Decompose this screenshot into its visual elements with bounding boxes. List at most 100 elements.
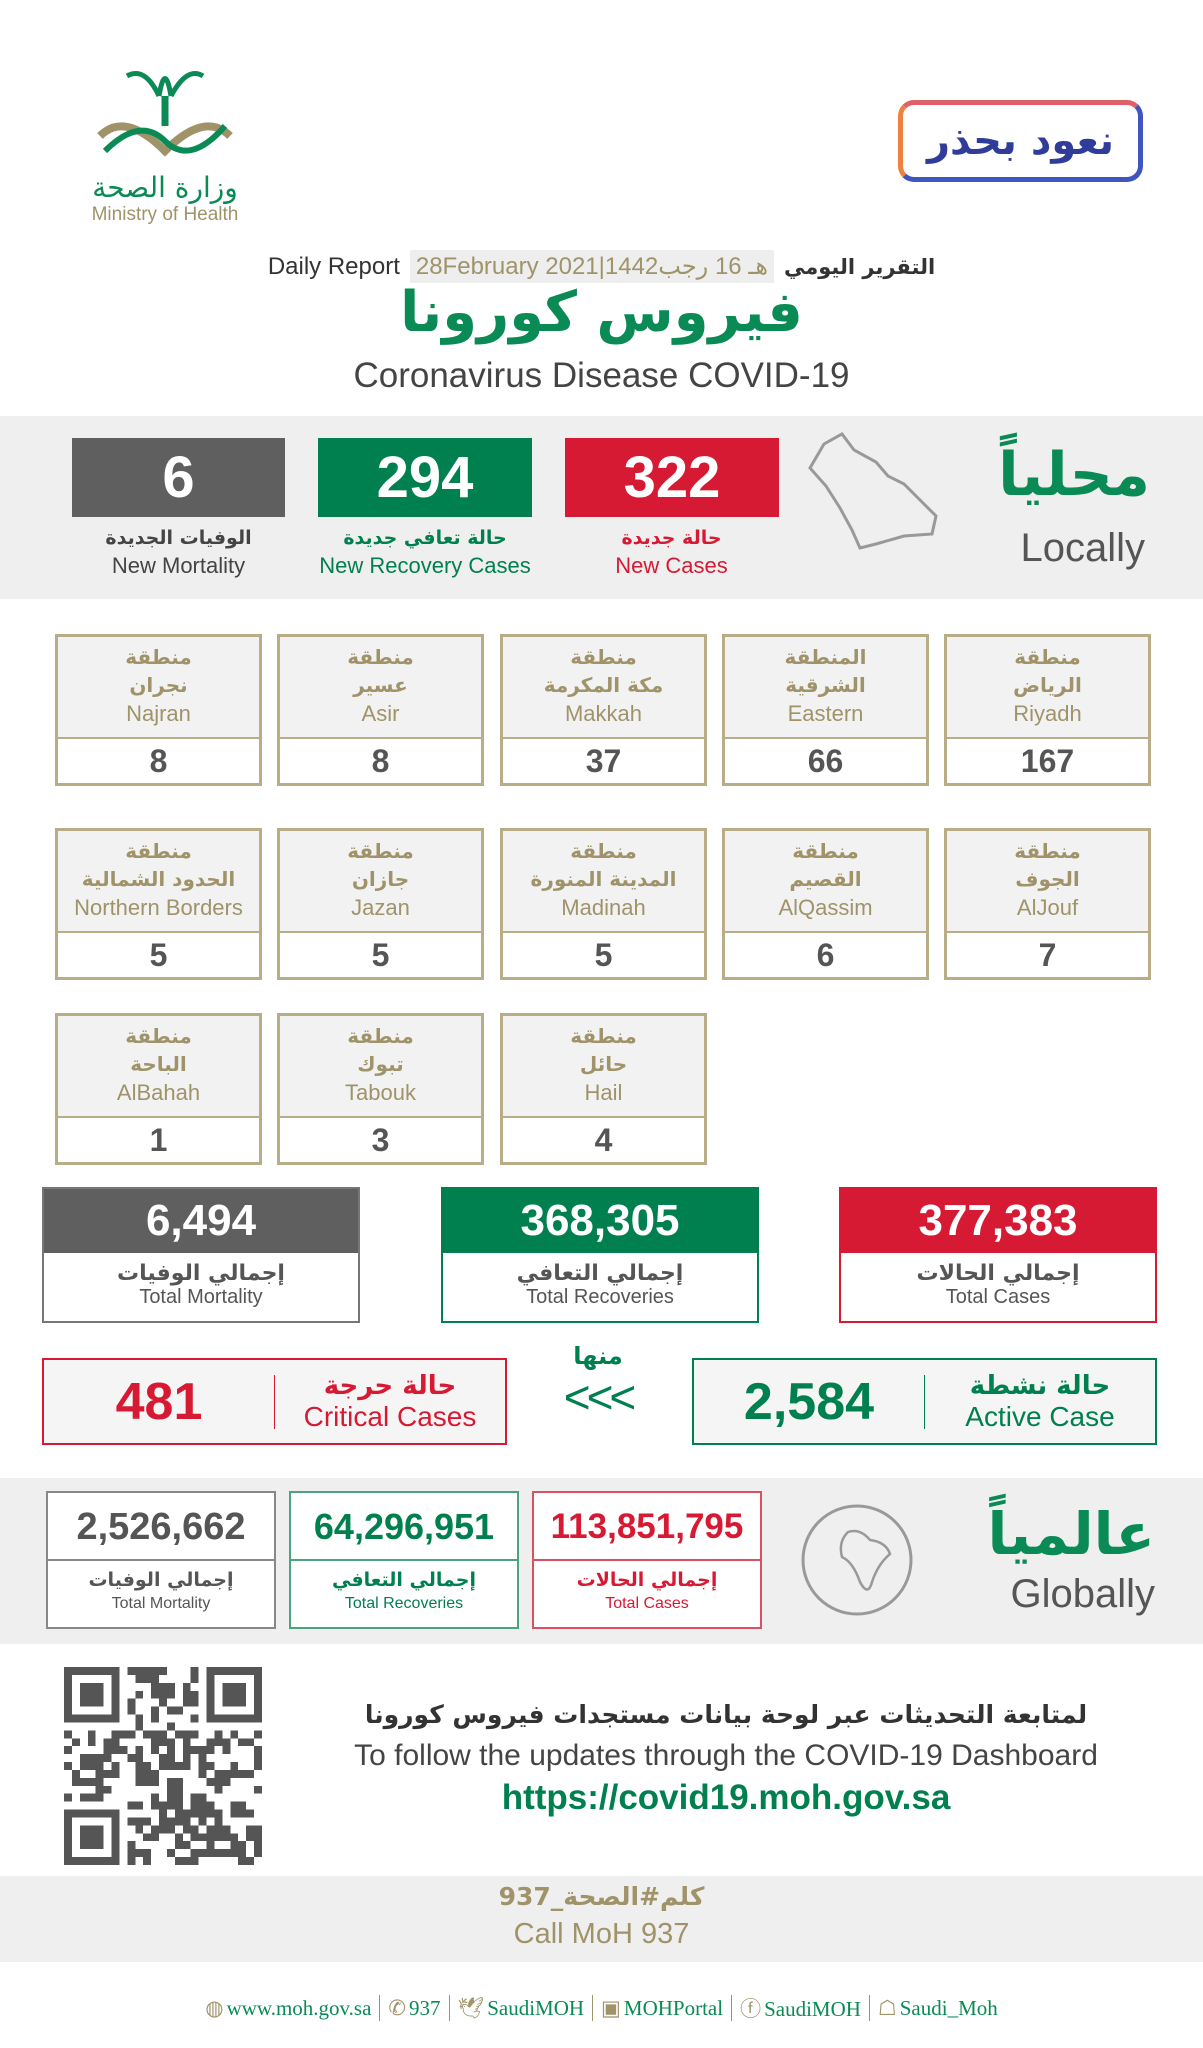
- call-band: [0, 1876, 1203, 1962]
- region-prefix: المنطقة: [784, 645, 867, 669]
- region-card-makkah: منطقة مكة المكرمة Makkah 37: [500, 634, 707, 786]
- new-mortality-value: 6: [72, 438, 285, 517]
- total-cases-card: 377,383 إجمالي الحالات Total Cases: [839, 1187, 1157, 1323]
- region-name-en: Eastern: [787, 701, 864, 726]
- label-ar: إجمالي التعافي: [516, 1261, 684, 1286]
- region-value: 167: [947, 739, 1148, 783]
- region-value: 8: [280, 739, 481, 783]
- label-ar: حالة جديدة: [621, 527, 722, 549]
- new-cases-value: 322: [565, 438, 779, 517]
- global-recoveries-value: 64,296,951: [291, 1493, 517, 1561]
- footer-link-globe[interactable]: ◍ www.moh.gov.sa: [205, 1996, 371, 2021]
- footer-link-label: SaudiMOH: [764, 1997, 861, 2021]
- qr-code[interactable]: [63, 1667, 263, 1865]
- region-name-en: Tabouk: [345, 1080, 416, 1105]
- region-card-riyadh: منطقة الرياض Riyadh 167: [944, 634, 1151, 786]
- region-value: 6: [725, 933, 926, 977]
- footer-divider: [379, 1995, 381, 2021]
- footer-divider: [592, 1995, 594, 2021]
- phone-icon: ✆: [388, 1995, 407, 2020]
- footer-link-label: MOHPortal: [623, 1995, 724, 2020]
- region-value: 5: [503, 933, 704, 977]
- region-card-tabouk: منطقة تبوك Tabouk 3: [277, 1013, 484, 1165]
- label-ar: إجمالي الحالات: [916, 1261, 1080, 1286]
- region-name-ar: عسير: [353, 673, 408, 697]
- page-title-ar: فيروس كورونا: [400, 280, 803, 345]
- label-en: New Mortality: [111, 553, 246, 578]
- label-ar: حالة حرجة: [323, 1370, 457, 1401]
- total-mortality-value: 6,494: [44, 1189, 358, 1253]
- region-value: 4: [503, 1118, 704, 1162]
- region-value: 5: [58, 933, 259, 977]
- region-prefix: منطقة: [570, 1024, 637, 1048]
- region-prefix: منطقة: [347, 1024, 414, 1048]
- region-prefix: منطقة: [125, 645, 192, 669]
- footer-link-youtube[interactable]: ▣ MOHPortal: [601, 1996, 723, 2021]
- region-card-albahah: منطقة الباحة AlBahah 1: [55, 1013, 262, 1165]
- region-card-jazan: منطقة جازان Jazan 5: [277, 828, 484, 980]
- new-recovery-label: حالة تعافي جديدة New Recovery Cases: [295, 524, 555, 580]
- region-name-ar: القصيم: [789, 867, 862, 891]
- region-value: 5: [280, 933, 481, 977]
- region-name-en: AlJouf: [1016, 895, 1079, 920]
- label-ar: إجمالي الوفيات: [88, 1569, 234, 1591]
- region-prefix: منطقة: [570, 645, 637, 669]
- region-card-northern-borders: منطقة الحدود الشمالية Northern Borders 5: [55, 828, 262, 980]
- twitter-icon: 🕊: [457, 1995, 485, 2020]
- footer-link-twitter[interactable]: 🕊 SaudiMOH: [458, 1996, 585, 2021]
- globe-icon: [801, 1504, 913, 1616]
- region-name-en: Asir: [361, 701, 400, 726]
- total-recoveries-card: 368,305 إجمالي التعافي Total Recoveries: [441, 1187, 759, 1323]
- region-value: 8: [58, 739, 259, 783]
- region-card-aljouf: منطقة الجوف AlJouf 7: [944, 828, 1151, 980]
- global-cases-value: 113,851,795: [534, 1493, 760, 1561]
- region-name-ar: جازان: [351, 867, 410, 891]
- region-name-ar: الرياض: [1013, 673, 1082, 697]
- region-name-en: Hail: [584, 1080, 623, 1105]
- global-mortality-value: 2,526,662: [48, 1493, 274, 1561]
- call-text: Call MoH 937: [513, 1918, 690, 1950]
- footer-link-phone[interactable]: ✆ 937: [388, 1996, 440, 2021]
- globally-title-ar: عالمياً: [987, 1500, 1155, 1568]
- active-cases-value: 2,584: [743, 1372, 875, 1431]
- region-card-eastern: المنطقة الشرقية Eastern 66: [722, 634, 929, 786]
- region-value: 66: [725, 739, 926, 783]
- footer-divider: [868, 1995, 870, 2021]
- label-en: Total Mortality: [111, 1595, 211, 1612]
- region-value: 1: [58, 1118, 259, 1162]
- youtube-icon: ▣: [601, 1995, 621, 2020]
- footer-link-snapchat[interactable]: ☖ Saudi_Moh: [878, 1996, 998, 2021]
- label-en: Total Mortality: [139, 1286, 263, 1308]
- region-name-ar: الجوف: [1015, 867, 1080, 891]
- saudi-map-icon: [808, 432, 938, 550]
- critical-cases-card: 481 حالة حرجة Critical Cases: [42, 1358, 507, 1445]
- region-prefix: منطقة: [1014, 645, 1081, 669]
- new-recovery-value: 294: [318, 438, 532, 517]
- footer-link-facebook[interactable]: ⓕ SaudiMOH: [740, 1993, 861, 2023]
- critical-cases-value: 481: [115, 1372, 203, 1431]
- dashboard-url-link[interactable]: https://covid19.moh.gov.sa: [501, 1778, 951, 1817]
- region-name-en: Northern Borders: [74, 895, 243, 920]
- region-card-najran: منطقة نجران Najran 8: [55, 634, 262, 786]
- of-which-indicator: منها <<<: [548, 1342, 648, 1424]
- campaign-badge: نعود بحذر: [898, 100, 1143, 182]
- region-name-en: AlBahah: [116, 1080, 201, 1105]
- footer-divider: [448, 1995, 450, 2021]
- dashboard-text-en: To follow the updates through the COVID-…: [354, 1739, 1098, 1772]
- region-name-en: AlQassim: [778, 895, 873, 920]
- label-en: Critical Cases: [303, 1400, 477, 1432]
- active-cases-card: 2,584 حالة نشطة Active Case: [692, 1358, 1157, 1445]
- region-card-madinah: منطقة المدينة المنورة Madinah 5: [500, 828, 707, 980]
- region-card-hail: منطقة حائل Hail 4: [500, 1013, 707, 1165]
- globally-title-en: Globally: [1010, 1572, 1155, 1616]
- region-name-ar: الشرقية: [785, 673, 866, 697]
- new-cases-label: حالة جديدة New Cases: [555, 524, 788, 580]
- region-name-ar: المدينة المنورة: [530, 867, 677, 891]
- logo-english-name: Ministry of Health: [91, 204, 239, 225]
- region-card-asir: منطقة عسير Asir 8: [277, 634, 484, 786]
- region-name-ar: تبوك: [357, 1052, 404, 1076]
- region-prefix: منطقة: [347, 645, 414, 669]
- label-ar: حالة نشطة: [969, 1370, 1111, 1401]
- triple-chevron-left-icon: <<<: [563, 1371, 637, 1423]
- region-prefix: منطقة: [792, 839, 859, 863]
